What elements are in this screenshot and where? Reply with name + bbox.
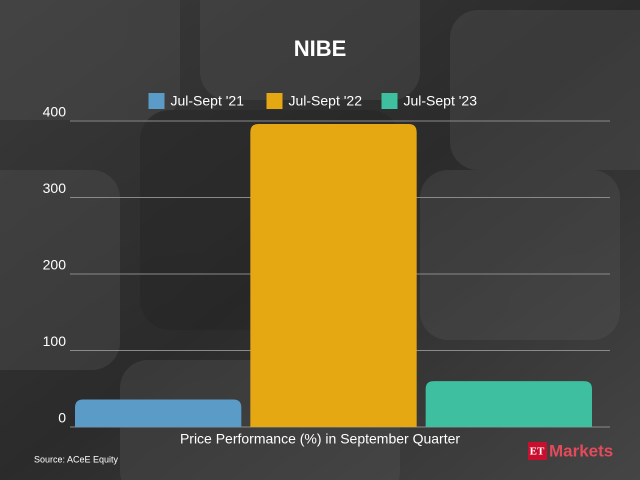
logo-name: Markets (549, 441, 613, 460)
y-tick-label: 400 (43, 104, 67, 120)
source: Source: ACeE Equity (34, 454, 119, 464)
y-tick-label: 200 (43, 257, 67, 273)
x-axis-label: Price Performance (%) in September Quart… (180, 431, 460, 447)
legend-swatch (381, 93, 398, 109)
y-tick-label: 100 (43, 333, 67, 349)
logo-prefix: ET (530, 446, 545, 458)
legend-label: Jul-Sept '22 (289, 93, 363, 109)
bar (425, 381, 592, 427)
legend-swatch (266, 93, 283, 109)
legend-swatch (148, 93, 165, 109)
legend-label: Jul-Sept '23 (404, 93, 478, 109)
y-tick-label: 300 (43, 180, 67, 196)
y-tick-label: 0 (58, 410, 66, 426)
bar (250, 124, 417, 427)
legend-label: Jul-Sept '21 (171, 93, 245, 109)
chart-title: NIBE (294, 36, 347, 61)
bar (75, 399, 242, 427)
logo-box (528, 442, 547, 460)
